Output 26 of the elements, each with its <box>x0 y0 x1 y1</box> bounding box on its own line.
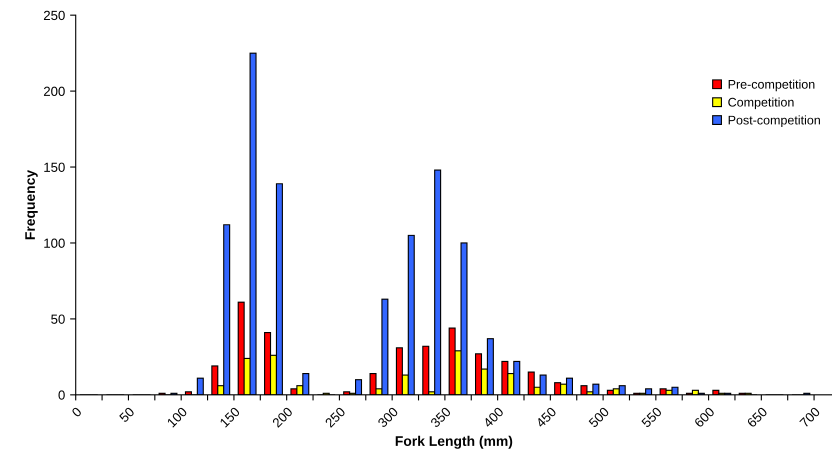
x-tick-label: 350 <box>430 406 452 428</box>
x-tick-label: 100 <box>166 406 188 428</box>
x-tick-label: 0 <box>71 406 82 418</box>
legend-label: Pre-competition <box>728 80 814 92</box>
x-tick-label: 250 <box>324 406 346 428</box>
y-tick-label: 150 <box>44 162 65 172</box>
x-tick-label: 400 <box>482 406 504 428</box>
x-tick-label: 450 <box>535 406 557 428</box>
x-axis-title: Fork Length (mm) <box>396 436 512 449</box>
x-tick-label: 50 <box>118 406 135 423</box>
x-tick-label: 550 <box>640 406 662 428</box>
y-tick-label: 50 <box>51 314 65 324</box>
legend-label: Competition <box>728 97 794 110</box>
x-tick-label: 500 <box>588 406 610 428</box>
y-axis-title: Frequency <box>25 170 38 240</box>
x-tick-label: 700 <box>799 406 821 428</box>
x-tick-label: 300 <box>377 406 399 428</box>
y-tick-label: 100 <box>44 238 65 248</box>
y-tick-label: 0 <box>58 390 65 400</box>
x-tick-label: 650 <box>746 406 768 428</box>
x-tick-label: 600 <box>694 406 716 428</box>
x-tick-label: 150 <box>219 406 240 428</box>
x-tick-label: 200 <box>272 406 294 428</box>
y-tick-label: 250 <box>44 10 65 20</box>
y-tick-label: 200 <box>44 86 65 96</box>
legend-label: Post-competition <box>728 115 820 128</box>
